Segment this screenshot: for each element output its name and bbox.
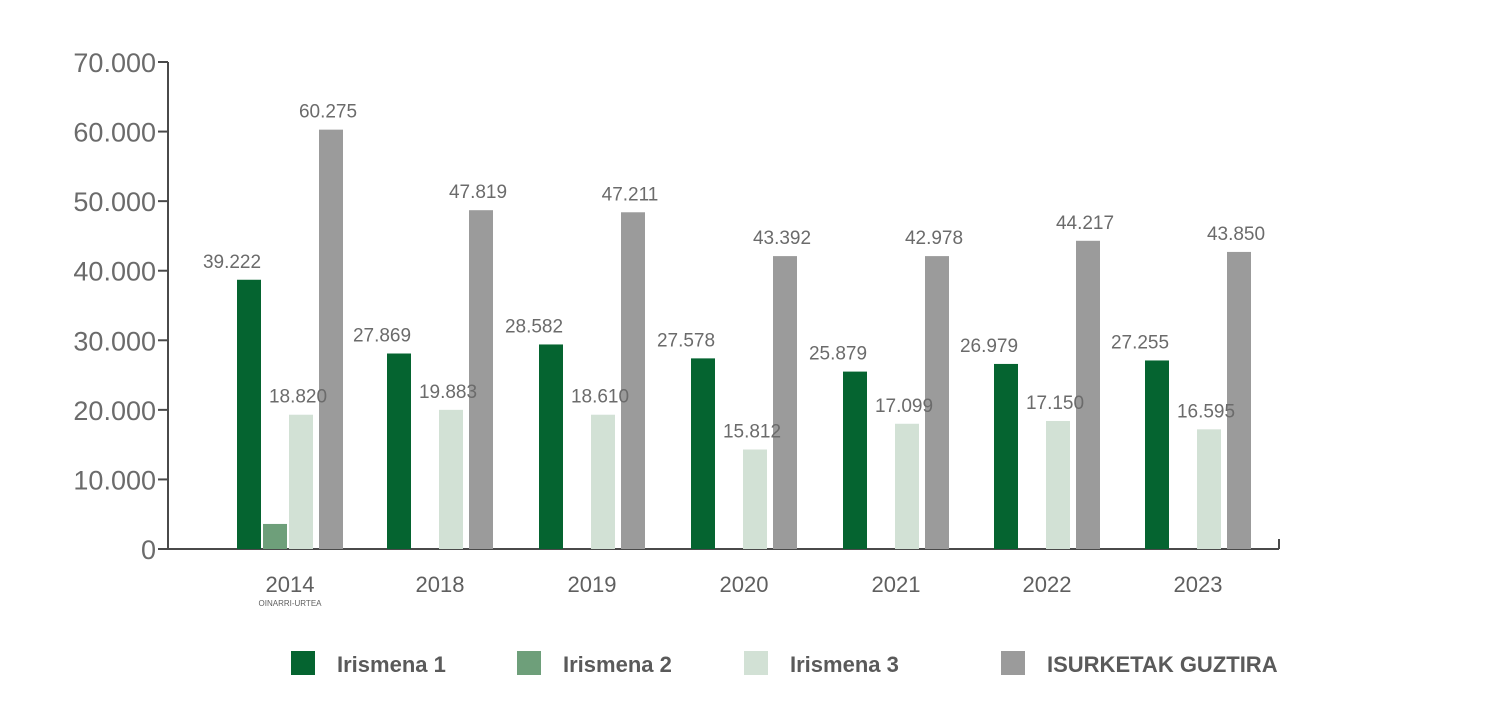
bar — [1197, 429, 1221, 549]
y-tick-label: 30.000 — [73, 326, 156, 356]
bar — [621, 212, 645, 549]
data-labels: 39.222 27.869 28.582 27.578 25.879 26.979 27.2… — [203, 102, 1265, 443]
data-label: 18.820 — [269, 387, 327, 408]
bar — [925, 256, 949, 549]
data-label: 27.255 — [1111, 332, 1169, 353]
bar — [843, 371, 867, 549]
legend-label: Irismena 1 — [337, 652, 446, 677]
data-label: 60.275 — [299, 102, 357, 123]
data-label: 18.610 — [571, 387, 629, 408]
y-tick-label: 40.000 — [73, 257, 156, 287]
x-tick-label: 2019 — [568, 572, 617, 597]
x-tick-label: 2021 — [872, 572, 921, 597]
x-tick-label: 2020 — [720, 572, 769, 597]
bar — [387, 353, 411, 549]
bar — [994, 363, 1018, 549]
legend-label: Irismena 3 — [790, 652, 899, 677]
data-label: 15.812 — [723, 422, 781, 443]
data-label: 39.222 — [203, 252, 261, 273]
data-label: 47.819 — [449, 182, 507, 203]
x-tick-label: 2022 — [1023, 572, 1072, 597]
x-tick-sublabel: OINARRI-URTEA — [259, 599, 323, 608]
bar — [591, 414, 615, 549]
y-axis: 0 10.000 20.000 30.000 40.000 50.000 60.000 70.… — [73, 48, 169, 565]
legend-label: ISURKETAK GUZTIRA — [1047, 652, 1278, 677]
data-label: 47.211 — [602, 184, 659, 205]
bar — [691, 358, 715, 549]
legend: Irismena 1 Irismena 2 Irismena 3 ISURKETAK … — [291, 651, 1278, 677]
y-tick-label: 50.000 — [73, 187, 156, 217]
bar — [263, 523, 287, 549]
legend-swatch — [1001, 651, 1025, 675]
bar — [469, 210, 493, 550]
bar — [237, 279, 261, 549]
bars — [237, 129, 1251, 550]
data-label: 17.150 — [1026, 393, 1084, 414]
bar — [1227, 251, 1251, 549]
data-label: 27.869 — [353, 326, 411, 347]
data-label: 43.850 — [1207, 224, 1265, 245]
x-tick-label: 2018 — [416, 572, 465, 597]
legend-swatch — [517, 651, 541, 675]
data-label: 25.879 — [809, 344, 867, 365]
bar — [895, 423, 919, 549]
y-tick-label: 20.000 — [73, 396, 156, 426]
data-label: 27.578 — [657, 330, 715, 351]
legend-swatch — [291, 651, 315, 675]
bar — [1145, 360, 1169, 549]
y-tick-label: 0 — [141, 535, 156, 565]
data-label: 26.979 — [960, 336, 1018, 357]
bar — [1076, 240, 1100, 549]
data-label: 44.217 — [1056, 213, 1114, 234]
y-tick-label: 10.000 — [73, 465, 156, 495]
data-label: 42.978 — [905, 228, 963, 249]
legend-swatch — [744, 651, 768, 675]
y-tick-label: 60.000 — [73, 118, 156, 148]
y-tick-label: 70.000 — [73, 48, 156, 78]
bar — [539, 344, 563, 549]
bar — [1046, 420, 1070, 549]
data-label: 17.099 — [875, 396, 933, 417]
x-axis: 2014 OINARRI-URTEA 2018 2019 2020 2021 2022 202… — [168, 539, 1280, 608]
data-label: 19.883 — [419, 382, 477, 403]
bar — [773, 256, 797, 549]
x-tick-label: 2023 — [1174, 572, 1223, 597]
legend-label: Irismena 2 — [563, 652, 672, 677]
bar — [439, 409, 463, 549]
bar — [743, 449, 767, 549]
bar — [289, 414, 313, 549]
data-label: 28.582 — [505, 316, 563, 337]
bar — [319, 129, 343, 550]
x-tick-label: 2014 — [266, 572, 315, 597]
data-label: 16.595 — [1177, 401, 1235, 422]
data-label: 43.392 — [753, 228, 811, 249]
